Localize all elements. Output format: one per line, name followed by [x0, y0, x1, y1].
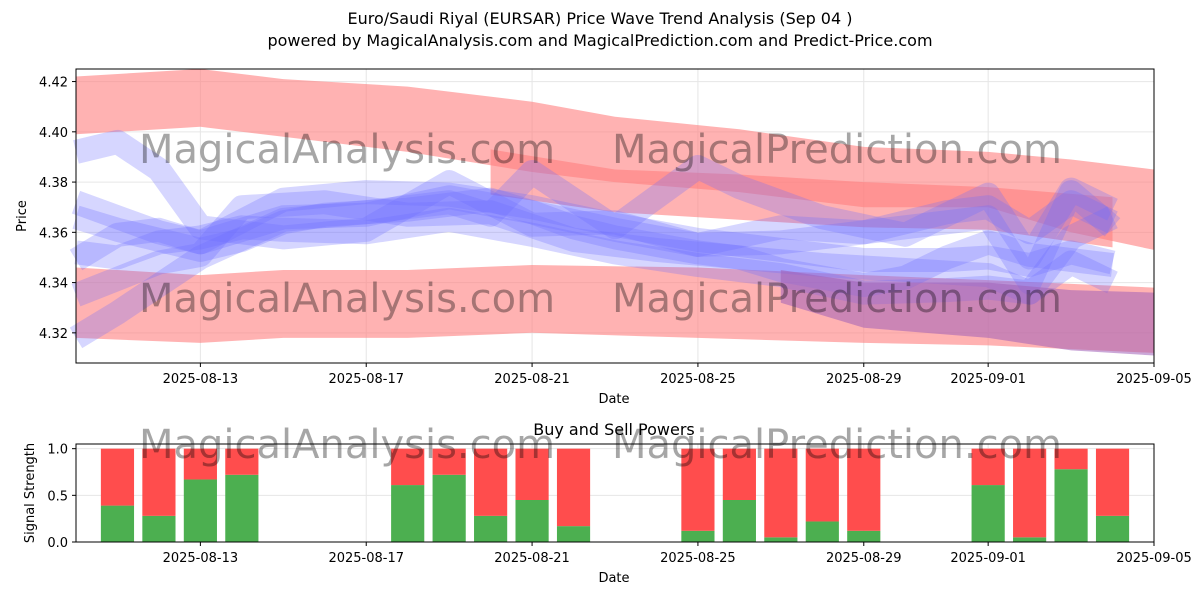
watermark-top-left: MagicalAnalysis.com: [139, 127, 555, 173]
sell-bar: [764, 448, 798, 538]
sell-bar: [183, 448, 217, 480]
price-y-tick-label: 4.42: [39, 76, 68, 91]
sell-bar: [681, 448, 715, 531]
blue-wave-line: [71, 180, 1116, 277]
powers-x-tick-label: 2025-08-13: [163, 551, 239, 566]
buy-bar: [805, 521, 839, 542]
price-y-ticks: 4.32 4.34 4.36 4.38 4.40 4.42: [39, 76, 76, 342]
price-y-tick-label: 4.32: [39, 327, 68, 342]
watermark-bottom-left: MagicalAnalysis.com: [139, 422, 555, 468]
blue-wave-line: [73, 129, 1118, 257]
price-y-tick-label: 4.40: [39, 126, 68, 141]
sell-bar: [556, 448, 591, 527]
price-x-tick-label: 2025-09-05: [1116, 372, 1192, 387]
powers-y-axis-label: Signal Strength: [23, 443, 38, 543]
powers-title: Buy and Sell Powers: [533, 420, 695, 439]
buy-bar: [681, 530, 715, 542]
powers-x-ticks: 2025-08-13 2025-08-17 2025-08-21 2025-08-25…: [163, 542, 1192, 566]
buy-bar: [764, 537, 798, 542]
price-y-tick-label: 4.38: [39, 176, 68, 191]
sell-bar: [847, 448, 881, 531]
sell-bar: [474, 448, 508, 516]
sell-bar: [1095, 448, 1130, 516]
powers-x-tick-label: 2025-09-05: [1116, 551, 1192, 566]
powers-x-tick-label: 2025-08-29: [826, 551, 902, 566]
watermark-top-right: MagicalPrediction.com: [612, 127, 1062, 173]
watermark-mid-right: MagicalPrediction.com: [612, 276, 1062, 322]
sell-bar: [391, 448, 425, 486]
watermark-bottom-right: MagicalPrediction.com: [612, 422, 1062, 468]
price-y-tick-label: 4.34: [39, 277, 68, 292]
price-wave-marks: [69, 69, 1154, 356]
buy-bar: [1095, 515, 1130, 542]
red-trend-band: [490, 149, 1113, 248]
powers-x-tick-label: 2025-08-25: [660, 551, 736, 566]
buy-bar: [432, 474, 466, 542]
sell-bar: [805, 448, 839, 522]
buy-bar: [100, 505, 135, 542]
sell-bar: [432, 448, 466, 475]
price-y-axis-label: Price: [15, 200, 30, 232]
buy-bar: [474, 515, 508, 542]
chart-title: Euro/Saudi Riyal (EURSAR) Price Wave Tre…: [347, 9, 853, 28]
buy-bar: [225, 474, 259, 542]
powers-y-tick-label: 0.0: [47, 536, 68, 551]
price-x-tick-label: 2025-08-21: [494, 372, 570, 387]
price-x-tick-label: 2025-08-29: [826, 372, 902, 387]
buy-bar: [847, 530, 881, 542]
price-y-tick-label: 4.36: [39, 226, 68, 241]
buy-bar: [1013, 537, 1047, 542]
blue-wave-line: [72, 187, 1114, 298]
powers-x-axis-label: Date: [598, 571, 629, 586]
powers-y-tick-label: 1.0: [47, 443, 68, 458]
price-x-tick-label: 2025-08-17: [328, 372, 404, 387]
sell-bar: [225, 448, 259, 475]
sell-bar: [971, 448, 1005, 486]
buy-bar: [722, 500, 756, 542]
powers-bars: [100, 448, 1130, 542]
buy-bar: [142, 515, 176, 542]
powers-x-tick-label: 2025-08-21: [494, 551, 570, 566]
buy-bar: [183, 479, 217, 542]
watermark-mid-left: MagicalAnalysis.com: [139, 276, 555, 322]
sell-bar: [1013, 448, 1047, 538]
price-x-tick-label: 2025-08-13: [163, 372, 239, 387]
sell-bar: [100, 448, 135, 506]
powers-axes-frame: [75, 443, 1155, 543]
chart-subtitle: powered by MagicalAnalysis.com and Magic…: [267, 31, 933, 50]
sell-bar: [142, 448, 176, 516]
price-x-tick-label: 2025-08-25: [660, 372, 736, 387]
price-x-ticks: 2025-08-13 2025-08-17 2025-08-21 2025-08-25…: [163, 363, 1192, 387]
blue-wave-line: [71, 190, 1118, 307]
powers-x-tick-label: 2025-08-17: [328, 551, 404, 566]
blue-wave-line: [69, 180, 1121, 295]
powers-y-tick-label: 0.5: [47, 489, 68, 504]
buy-bar: [515, 500, 549, 542]
purple-overlap-band: [780, 270, 1154, 356]
sell-bar: [515, 448, 549, 500]
price-x-axis-label: Date: [598, 392, 629, 407]
sell-bar: [1054, 448, 1088, 470]
buy-bar: [1054, 469, 1088, 542]
sell-bar: [722, 448, 756, 500]
powers-y-ticks: 0.0 0.5 1.0: [47, 443, 76, 551]
buy-bar: [391, 485, 425, 542]
price-axes-frame: [75, 68, 1155, 364]
price-x-tick-label: 2025-09-01: [950, 372, 1026, 387]
buy-bar: [556, 526, 591, 542]
powers-x-tick-label: 2025-09-01: [950, 551, 1026, 566]
buy-bar: [971, 485, 1005, 542]
blue-wave-line: [69, 155, 1118, 349]
